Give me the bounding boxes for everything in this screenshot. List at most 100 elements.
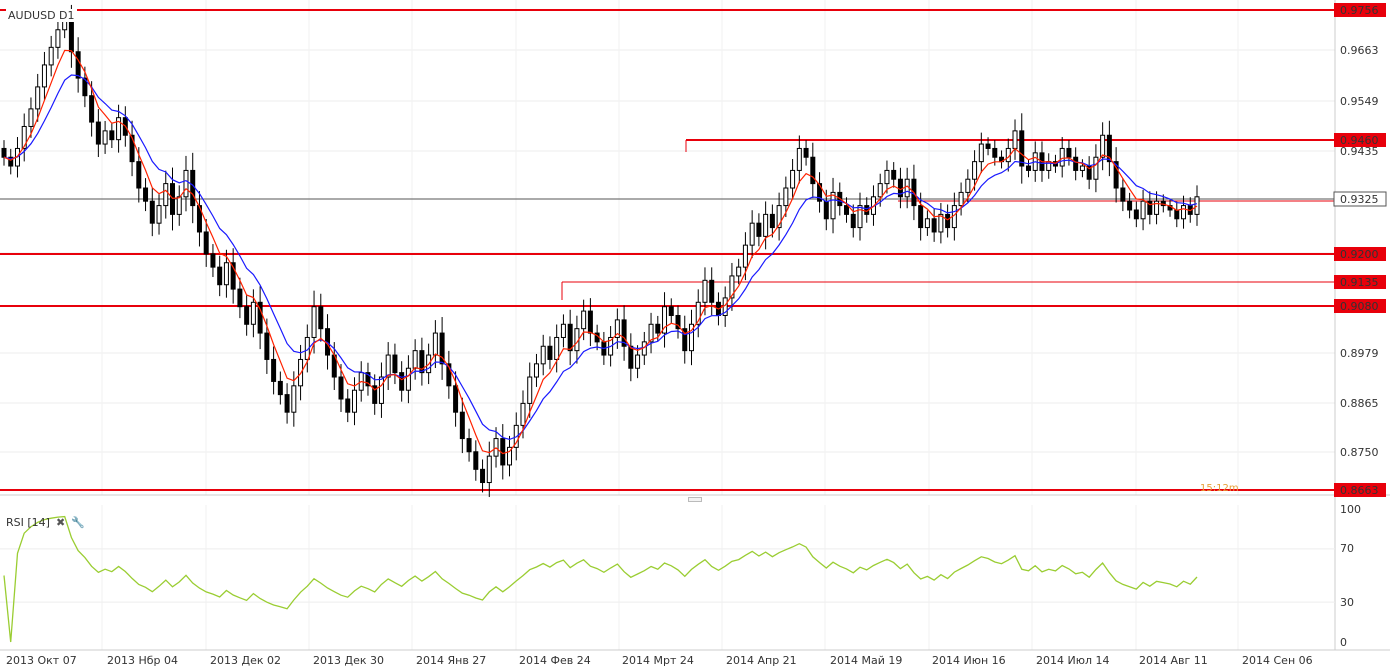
candle-body <box>823 200 829 220</box>
candle-body <box>432 332 438 356</box>
candle <box>190 152 196 224</box>
time-axis-label: 2014 Авг 11 <box>1139 654 1208 667</box>
candle-body <box>365 372 371 387</box>
candle-body <box>850 213 856 229</box>
candle-body <box>75 51 81 79</box>
level-price-tag <box>1334 483 1386 497</box>
candle <box>419 337 425 386</box>
candle <box>109 122 115 149</box>
candle <box>102 120 108 154</box>
candle <box>156 194 162 235</box>
candle-body <box>857 205 863 229</box>
candle-body <box>1140 200 1146 220</box>
price-axis-label: 0.9663 <box>1340 44 1379 57</box>
candle-body <box>796 147 802 171</box>
time-axis-label: 2013 Нбр 04 <box>107 654 179 667</box>
wrench-icon[interactable]: 🔧 <box>71 516 85 529</box>
candle <box>830 177 836 234</box>
candle <box>668 298 674 324</box>
candle-body <box>68 20 74 53</box>
candle <box>1093 144 1099 193</box>
candle <box>1012 119 1018 160</box>
panel-resize-handle[interactable] <box>688 497 702 502</box>
candle <box>547 336 553 370</box>
candle <box>318 293 324 342</box>
candle-body <box>803 147 809 158</box>
candle <box>756 213 762 247</box>
candle-body <box>729 275 735 299</box>
level-price-tag <box>1334 3 1386 17</box>
candle <box>810 142 816 199</box>
candle-body <box>978 143 984 163</box>
candle-body <box>662 306 668 334</box>
candle-body <box>688 323 694 352</box>
rsi-line <box>3 515 1198 643</box>
candle <box>560 314 566 348</box>
candle-body <box>48 46 54 66</box>
candle <box>277 371 283 405</box>
moving-average-slow <box>3 74 1198 441</box>
candle <box>1174 201 1180 228</box>
candle <box>271 346 277 395</box>
candle <box>985 137 991 156</box>
candle <box>1086 156 1092 190</box>
candle-body <box>82 77 88 97</box>
candle <box>695 289 701 338</box>
level-price-label: 0.9135 <box>1340 276 1379 289</box>
candle-body <box>149 200 155 224</box>
candle <box>749 210 755 259</box>
candle-timer: 15:12m <box>1200 483 1239 494</box>
level-price-tag <box>1334 247 1386 261</box>
candle <box>628 333 634 382</box>
candle <box>1120 178 1126 212</box>
candle-body <box>473 451 479 470</box>
candle <box>891 162 897 188</box>
candle-body <box>695 301 701 325</box>
candle <box>217 255 223 297</box>
close-icon[interactable]: ✖ <box>55 516 66 529</box>
candle-body <box>446 363 452 387</box>
candle-body <box>891 169 897 180</box>
time-axis-label: 2014 Мрт 24 <box>622 654 694 667</box>
candle-body <box>385 354 391 378</box>
time-axis-label: 2013 Дек 02 <box>210 654 281 667</box>
candle-body <box>318 306 324 330</box>
candle-body <box>587 310 593 334</box>
candle-body <box>931 218 937 233</box>
candle <box>769 204 775 238</box>
level-price-tag <box>1334 299 1386 313</box>
candle <box>210 244 216 278</box>
candle-body <box>453 385 459 413</box>
candle <box>675 305 681 339</box>
candle-body <box>466 438 472 453</box>
candle <box>587 298 593 347</box>
candle-body <box>210 253 216 268</box>
candle-body <box>965 178 971 193</box>
candle-body <box>21 125 27 149</box>
candle <box>372 374 378 415</box>
candle <box>1133 201 1139 228</box>
candle <box>817 172 823 213</box>
candle-body <box>540 345 546 365</box>
candle-body <box>480 468 486 484</box>
candle <box>662 292 668 348</box>
candle-body <box>621 319 627 347</box>
current-price-label: 0.9325 <box>1340 193 1379 206</box>
candle-body <box>271 358 277 382</box>
candle <box>897 167 903 209</box>
candle <box>1147 191 1153 225</box>
candle-body <box>399 372 405 391</box>
candle-body <box>129 134 135 163</box>
candle <box>648 312 654 354</box>
candle <box>1127 192 1133 219</box>
candle-body <box>520 402 526 426</box>
candle <box>844 197 850 223</box>
candle <box>230 248 236 304</box>
candle <box>149 188 155 237</box>
candle <box>1154 191 1160 225</box>
candle <box>1194 185 1200 226</box>
candle-body <box>1019 130 1025 167</box>
candle-body <box>924 218 930 229</box>
candle-body <box>89 95 95 123</box>
